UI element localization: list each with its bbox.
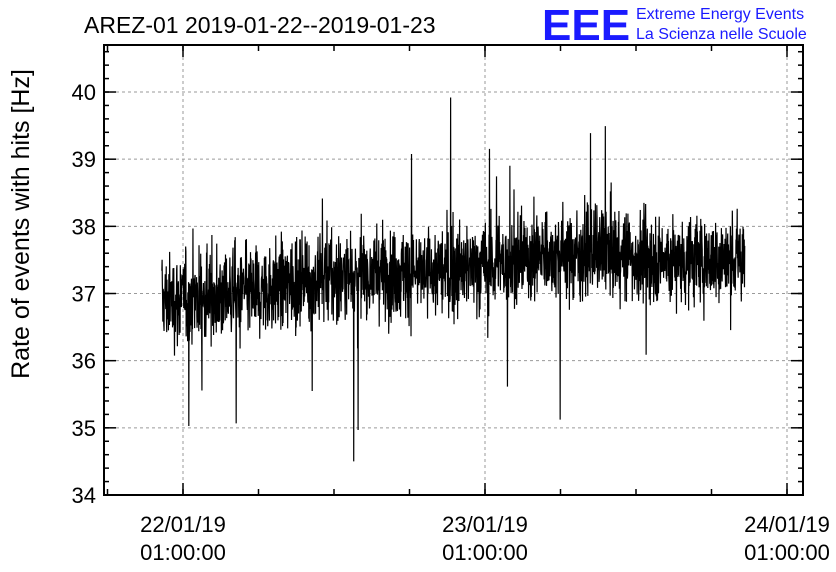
axes: 34 35 36 37 38 39 40 22/01/19 01:00:00 23/01/19 01…: [72, 44, 830, 565]
y-tick-label: 35: [72, 416, 96, 441]
eee-logo: EEE Extreme Energy Events La Scienza nel…: [542, 1, 807, 50]
rate-series-line: [161, 97, 746, 462]
logo-line-2: La Scienza nelle Scuole: [636, 26, 807, 43]
x-tick-label-time: 01:00:00: [140, 540, 226, 565]
series-layer: [161, 97, 746, 462]
y-tick-label: 39: [72, 147, 96, 172]
plot-frame: [103, 44, 804, 496]
x-tick-label-date: 23/01/19: [442, 512, 528, 537]
x-tick-label-date: 22/01/19: [140, 512, 226, 537]
logo-line-1: Extreme Energy Events: [636, 6, 804, 23]
y-tick-label: 40: [72, 80, 96, 105]
y-tick-label: 34: [72, 483, 96, 508]
y-tick-label: 36: [72, 349, 96, 374]
chart-title: AREZ-01 2019-01-22--2019-01-23: [84, 12, 436, 38]
y-tick-label: 37: [72, 282, 96, 307]
x-tick-label-time: 01:00:00: [744, 540, 830, 565]
x-tick-label-time: 01:00:00: [442, 540, 528, 565]
y-tick-label: 38: [72, 214, 96, 239]
logo-mark: EEE: [542, 1, 630, 50]
x-tick-label-date: 24/01/19: [744, 512, 830, 537]
y-axis-label: Rate of events with hits [Hz]: [7, 69, 35, 379]
